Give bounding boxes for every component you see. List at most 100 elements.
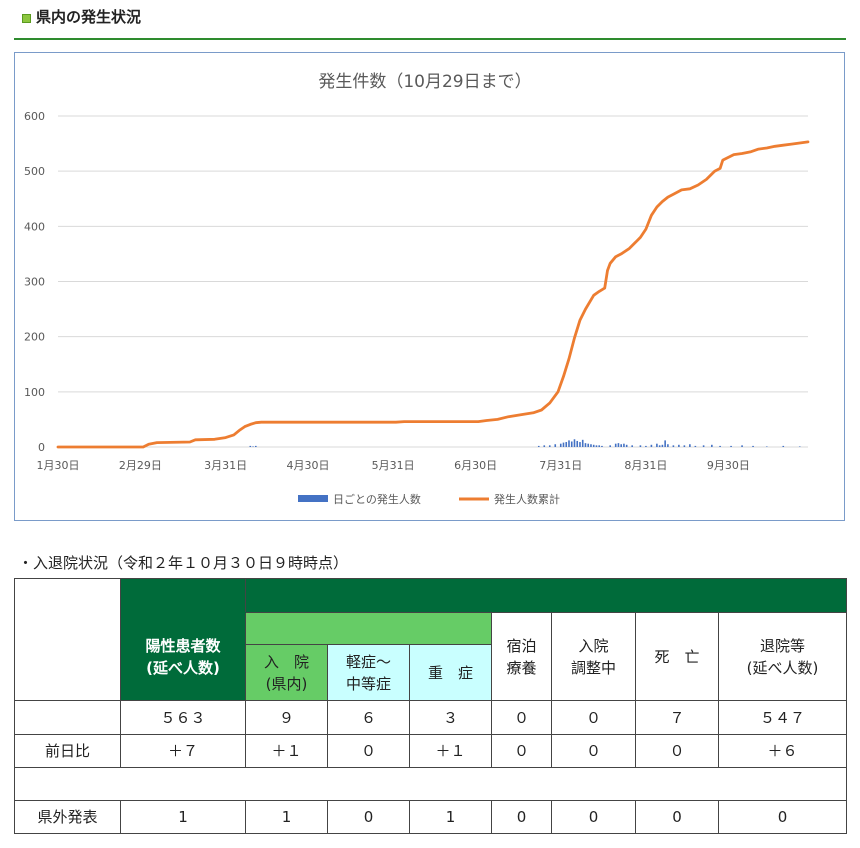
section-title: 県内の発生状況 [36,8,142,26]
prev-day-label: 前日比 [14,733,121,768]
daily-bar [562,442,565,447]
x-tick-label: 2月29日 [119,459,162,472]
daily-bar [656,443,658,447]
corner-cell [14,577,121,702]
daily-bar [592,444,595,447]
legend-swatch-bars [298,495,328,502]
daily-bar [570,441,573,447]
daily-bar [249,445,252,447]
prev-hospitalized: ＋１ [245,733,328,768]
daily-bar [559,443,562,447]
outside-row: 県外発表 1 1 0 1 0 0 0 0 [14,799,848,835]
out-hospitalized: 1 [245,799,328,835]
line-series [56,140,810,449]
chart-grid [58,115,808,448]
daily-bar [782,445,785,447]
section-header: 県内の発生状況 [18,4,848,40]
header-band-wide [244,577,848,614]
daily-bar [587,443,590,447]
header-severe: 重 症 [409,644,492,702]
total-death: ７ [635,700,719,735]
outside-label: 県外発表 [14,799,121,835]
bar-series [249,439,801,447]
total-hospitalized: ９ [245,700,328,735]
daily-bar [579,442,581,447]
daily-bar [719,445,721,447]
daily-bar [650,444,653,447]
daily-bar [765,446,768,447]
daily-bar [554,444,557,447]
out-hotel: 0 [491,799,552,835]
daily-bar [565,442,568,447]
daily-bar [595,445,598,447]
daily-bar [598,445,601,447]
total-mild: ６ [327,700,410,735]
out-mild: 0 [327,799,410,835]
daily-bar [798,446,801,447]
out-death: 0 [635,799,719,835]
daily-bar [639,445,642,447]
daily-bar [255,445,257,447]
daily-bar [537,445,540,447]
chart-title: 発生件数（10月29日まで） [318,72,531,92]
prev-discharged: ＋６ [717,733,848,768]
out-discharged: 0 [717,799,848,835]
prev-death: ０ [635,733,719,768]
header-band [120,577,246,614]
total-adjusting: ０ [551,700,636,735]
daily-bar [702,445,705,447]
daily-bar [711,444,713,447]
section-divider [14,38,846,40]
y-tick-label: 0 [38,441,45,454]
daily-bar [694,445,697,447]
daily-bar [617,443,620,447]
x-tick-label: 7月31日 [539,459,582,472]
daily-bar [631,445,633,447]
daily-bar [683,445,686,447]
spacer-row [13,766,848,801]
x-tick-label: 9月30日 [707,459,750,472]
daily-bar [609,445,611,447]
table-caption: ・入退院状況（令和２年１０月３０日９時時点） [18,554,349,572]
daily-bar [548,445,551,447]
header-hospitalized-band [245,612,492,646]
daily-bar [568,440,570,447]
daily-bar [678,444,680,447]
daily-bar [752,445,754,447]
prev-adjusting: ０ [551,733,636,768]
daily-bar [601,445,603,447]
y-tick-label: 500 [24,165,45,178]
x-axis-labels: 1月30日 2月29日 3月31日 4月30日 5月31日 6月30日 7月31日 8月31日… [37,459,750,472]
totals-label [14,700,121,735]
header-mild: 軽症～ 中等症 [327,644,410,702]
daily-bar [620,444,622,447]
header-positive: 陽性患者数 (延べ人数) [120,612,246,702]
header-death: 死 亡 [635,612,719,702]
prev-hotel: ０ [491,733,552,768]
daily-bar [252,446,254,447]
header-discharged: 退院等 (延べ人数) [717,612,848,702]
y-tick-label: 200 [24,331,45,344]
prev-day-row: 前日比 ＋７ ＋１ ０ ＋１ ０ ０ ０ ＋６ [14,733,848,768]
y-tick-label: 100 [24,386,45,399]
prev-positive: ＋７ [120,733,246,768]
x-tick-label: 8月31日 [624,459,667,472]
prev-mild: ０ [327,733,410,768]
total-hotel: ０ [491,700,552,735]
out-adjusting: 0 [551,799,636,835]
daily-bar [672,445,675,447]
y-tick-label: 300 [24,276,45,289]
legend-label-bars: 日ごとの発生人数 [333,492,421,506]
chart-legend: 日ごとの発生人数 発生人数累計 [298,492,560,506]
daily-bar [581,439,584,447]
out-severe: 1 [409,799,492,835]
y-tick-label: 400 [24,220,45,233]
header-hospitalized: 入 院 (県内) [245,644,328,702]
total-discharged: ５４７ [717,700,848,735]
out-positive: 1 [120,799,246,835]
daily-bar [625,444,628,447]
daily-bar [658,445,661,447]
spacer-cell [13,766,848,801]
daily-bar [623,443,625,447]
daily-bar [741,445,743,447]
